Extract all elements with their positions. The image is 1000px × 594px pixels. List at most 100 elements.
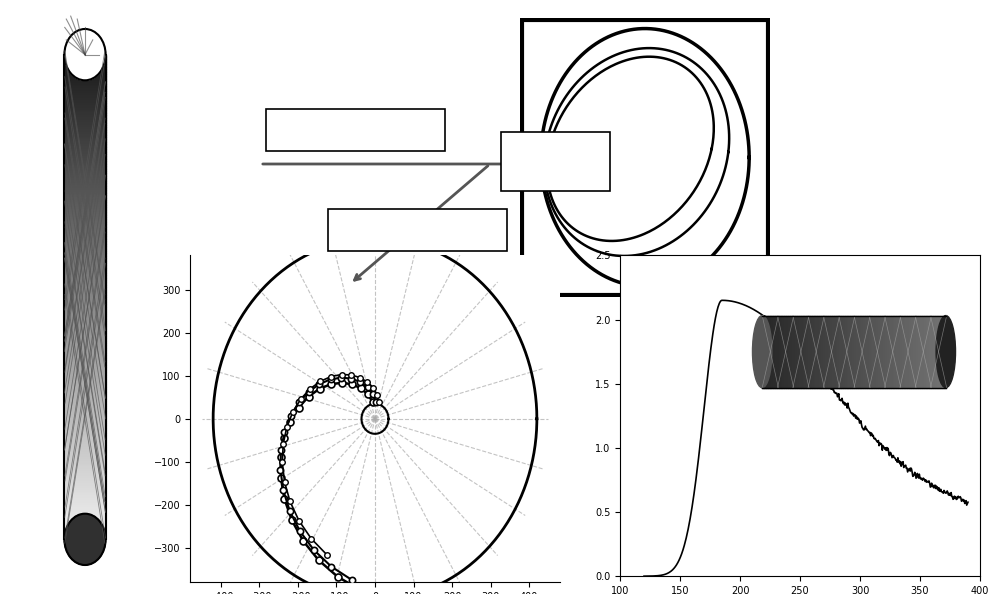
Bar bbox=[64, 91, 106, 93]
Bar bbox=[64, 263, 106, 266]
Bar bbox=[64, 304, 106, 307]
Bar bbox=[64, 423, 106, 425]
Bar bbox=[64, 350, 106, 353]
Bar bbox=[64, 122, 106, 125]
Bar bbox=[64, 321, 106, 324]
Bar bbox=[64, 62, 106, 64]
Bar bbox=[64, 241, 106, 244]
FancyBboxPatch shape bbox=[266, 109, 445, 151]
Bar bbox=[64, 488, 106, 491]
Bar bbox=[64, 362, 106, 365]
FancyBboxPatch shape bbox=[501, 132, 610, 191]
Bar bbox=[64, 178, 106, 181]
Bar bbox=[64, 404, 106, 406]
Bar bbox=[64, 110, 106, 113]
Ellipse shape bbox=[64, 514, 106, 565]
Bar bbox=[64, 229, 106, 232]
Bar bbox=[64, 125, 106, 127]
Bar bbox=[64, 149, 106, 151]
Bar bbox=[64, 508, 106, 510]
Bar bbox=[64, 144, 106, 147]
Bar bbox=[64, 200, 106, 203]
Bar bbox=[64, 394, 106, 396]
Bar bbox=[64, 406, 106, 409]
Bar bbox=[64, 501, 106, 503]
Bar bbox=[64, 84, 106, 86]
Bar bbox=[64, 137, 106, 140]
Bar bbox=[64, 270, 106, 273]
Bar bbox=[64, 472, 106, 474]
Bar bbox=[64, 147, 106, 149]
Bar bbox=[64, 355, 106, 358]
Bar bbox=[64, 169, 106, 171]
Bar bbox=[64, 183, 106, 185]
Bar bbox=[64, 166, 106, 169]
Bar bbox=[64, 432, 106, 435]
Bar bbox=[64, 377, 106, 380]
Bar bbox=[64, 369, 106, 372]
Bar bbox=[64, 86, 106, 89]
Bar bbox=[64, 101, 106, 103]
Bar bbox=[64, 275, 106, 277]
Bar bbox=[64, 467, 106, 469]
Bar bbox=[64, 387, 106, 389]
Bar bbox=[64, 268, 106, 270]
Bar bbox=[64, 430, 106, 432]
Bar bbox=[64, 535, 106, 537]
Bar bbox=[64, 311, 106, 314]
Bar bbox=[64, 411, 106, 413]
Bar bbox=[64, 428, 106, 430]
Bar bbox=[64, 225, 106, 227]
Bar bbox=[64, 120, 106, 122]
Bar bbox=[64, 380, 106, 382]
Bar bbox=[64, 365, 106, 367]
Bar bbox=[64, 154, 106, 156]
Bar bbox=[64, 413, 106, 416]
Bar bbox=[64, 340, 106, 343]
Bar bbox=[64, 244, 106, 246]
Bar bbox=[64, 232, 106, 234]
Bar bbox=[64, 217, 106, 219]
Text: 纤维满布计算
结果: 纤维满布计算 结果 bbox=[530, 147, 580, 177]
Bar bbox=[64, 96, 106, 98]
Bar bbox=[64, 333, 106, 336]
Bar bbox=[64, 493, 106, 496]
Bar bbox=[64, 418, 106, 421]
Bar bbox=[64, 513, 106, 515]
Bar bbox=[64, 503, 106, 505]
Bar bbox=[64, 72, 106, 74]
Bar bbox=[64, 67, 106, 69]
Bar bbox=[64, 164, 106, 166]
Bar bbox=[64, 309, 106, 311]
Bar bbox=[64, 79, 106, 81]
Bar bbox=[64, 115, 106, 118]
Bar bbox=[64, 69, 106, 72]
Bar bbox=[64, 317, 106, 319]
Bar bbox=[64, 77, 106, 79]
Bar bbox=[64, 409, 106, 411]
Bar bbox=[64, 375, 106, 377]
Bar bbox=[64, 118, 106, 120]
Bar bbox=[64, 331, 106, 333]
Bar bbox=[64, 302, 106, 304]
Bar bbox=[64, 57, 106, 59]
Bar bbox=[64, 372, 106, 375]
Bar bbox=[64, 181, 106, 183]
Bar bbox=[64, 443, 106, 445]
Bar bbox=[64, 227, 106, 229]
Bar bbox=[64, 515, 106, 517]
Bar bbox=[64, 135, 106, 137]
Ellipse shape bbox=[64, 29, 106, 80]
Bar bbox=[64, 103, 106, 106]
Bar bbox=[64, 522, 106, 525]
Bar bbox=[64, 389, 106, 391]
Bar bbox=[64, 530, 106, 532]
Bar bbox=[64, 89, 106, 91]
Bar bbox=[64, 203, 106, 205]
Bar bbox=[64, 425, 106, 428]
Bar bbox=[64, 532, 106, 535]
Bar bbox=[64, 438, 106, 440]
Bar bbox=[64, 491, 106, 493]
Bar bbox=[64, 106, 106, 108]
Bar bbox=[64, 336, 106, 338]
